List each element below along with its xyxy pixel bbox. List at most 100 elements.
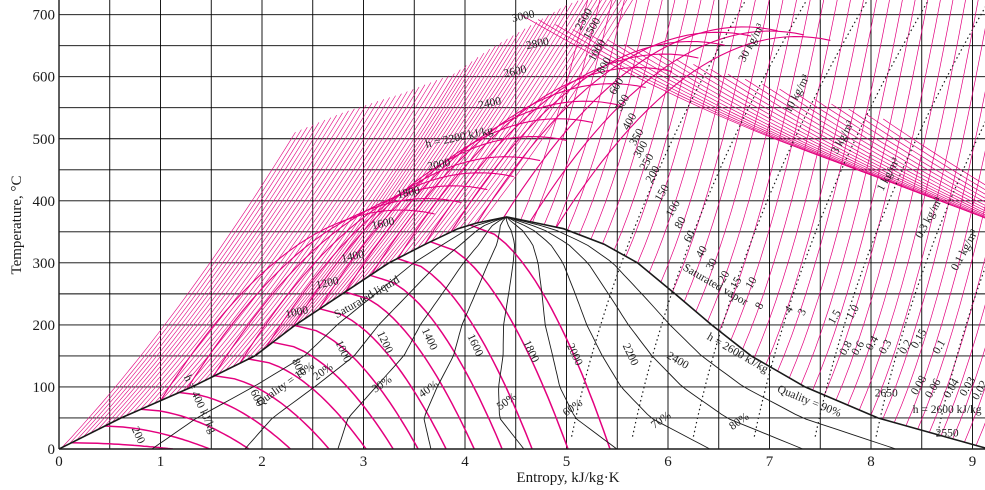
liquid-fan-line (431, 0, 598, 242)
liquid-fan-line (260, 69, 461, 352)
isobar-line (532, 0, 601, 223)
enthalpy-label: 2600 (503, 64, 528, 81)
enthalpy-line-dome (272, 341, 394, 449)
enthalpy-line-liquid (529, 30, 805, 222)
enthalpy-line-liquid (186, 197, 462, 390)
isobar-line (917, 205, 985, 430)
quality-label: 40% (417, 378, 441, 400)
quality-line (506, 216, 618, 449)
quality-line (244, 216, 507, 449)
liquid-fan-line (125, 110, 349, 416)
liquid-fan-line (196, 91, 408, 385)
liquid-fan-line (367, 15, 549, 278)
quality-label: 60% (561, 397, 585, 419)
enthalpy-label: 2400 (665, 350, 691, 372)
isobar-line (952, 347, 985, 440)
enthalpy-label: 1400 (340, 249, 365, 266)
isobar-line (567, 0, 638, 231)
enthalpy-line-liquid (476, 31, 752, 224)
enthalpy-line-vapor (658, 54, 985, 219)
pressure-label: 1.5 (826, 308, 844, 327)
liquid-fan-line (232, 80, 438, 368)
enthalpy-line-dome (397, 257, 533, 449)
enthalpy-line-vapor (537, 19, 874, 176)
curve-layer (59, 0, 985, 449)
enthalpy-line-vapor (624, 44, 960, 209)
y-tick-label: 500 (33, 132, 56, 148)
density-line (631, 0, 808, 437)
x-tick-label: 8 (867, 454, 875, 470)
enthalpy-label: 2000 (564, 342, 585, 368)
enthalpy-label: 3000 (511, 8, 536, 25)
liquid-fan-line (225, 82, 432, 371)
liquid-fan-line (203, 89, 414, 382)
enthalpy-line-vapor (883, 118, 985, 186)
enthalpy-line-dome (369, 274, 503, 449)
quality-line (506, 216, 896, 449)
x-tick-label: 6 (664, 454, 672, 470)
enthalpy-line-dome (294, 324, 419, 449)
enthalpy-line-liquid (318, 118, 594, 310)
liquid-fan-line (473, 0, 628, 224)
enthalpy-line-vapor (727, 73, 985, 216)
isobar-line (800, 0, 903, 385)
enthalpy-label: 2400 (477, 95, 502, 112)
isobar-line (520, 0, 589, 220)
liquid-fan-line (168, 99, 385, 398)
liquid-fan-line (353, 21, 538, 287)
enthalpy-line-dome (140, 408, 250, 449)
enthalpy-line-dome (214, 375, 330, 449)
isobar-line (672, 0, 756, 292)
enthalpy-label: 1600 (465, 332, 486, 358)
liquid-fan-line (345, 25, 532, 292)
isobar-line (858, 0, 966, 411)
enthalpy-line-vapor (606, 39, 943, 202)
enthalpy-line-liquid (212, 185, 488, 377)
isobar-line (823, 0, 929, 396)
liquid-fan-line (139, 106, 361, 410)
liquid-fan-line (452, 0, 612, 232)
density-line (692, 0, 869, 437)
enthalpy-line-vapor (520, 14, 856, 169)
enthalpy-label: 200 (129, 425, 147, 446)
enthalpy-line-vapor (641, 49, 977, 216)
y-tick-label: 300 (33, 256, 56, 272)
liquid-fan-line (132, 108, 355, 413)
enthalpy-line-vapor (693, 64, 985, 218)
quality-line (337, 216, 507, 449)
isobar-line (929, 256, 985, 433)
enthalpy-line-vapor (796, 93, 985, 206)
liquid-fan-line (211, 86, 420, 378)
liquid-fan-line (104, 117, 332, 427)
x-tick-label: 5 (563, 454, 571, 470)
enthalpy-label: 1000 (284, 304, 309, 321)
density-line (875, 121, 985, 437)
enthalpy-line-dome (469, 224, 611, 449)
enthalpy-line-liquid (239, 172, 514, 364)
isobar-line (870, 0, 979, 416)
isobar-line (835, 0, 941, 401)
liquid-fan-line (83, 124, 314, 438)
pressure-label: 3 (796, 307, 809, 318)
isobar-line (847, 0, 954, 406)
liquid-fan-line (118, 112, 343, 420)
enthalpy-label: 1200 (315, 275, 340, 292)
saturated-liquid-label: Saturated liquid (332, 274, 402, 321)
enthalpy-line-liquid (450, 40, 725, 233)
x-tick-label: 3 (360, 454, 368, 470)
isobar-line (660, 0, 743, 283)
enthalpy-line-dome (319, 308, 447, 449)
enthalpy-line-liquid (371, 83, 646, 275)
isobar-line (707, 0, 797, 322)
isobar-line (905, 150, 985, 426)
x-tick-label: 0 (55, 454, 63, 470)
isobar-line (730, 0, 825, 341)
isobar-line (613, 0, 689, 251)
enthalpy-label: 2800 (525, 36, 550, 53)
quality-line (506, 216, 803, 449)
isobar-line (882, 27, 985, 420)
liquid-fan-line (189, 93, 402, 388)
quality-line (498, 216, 525, 449)
saturation-dome (59, 216, 985, 449)
